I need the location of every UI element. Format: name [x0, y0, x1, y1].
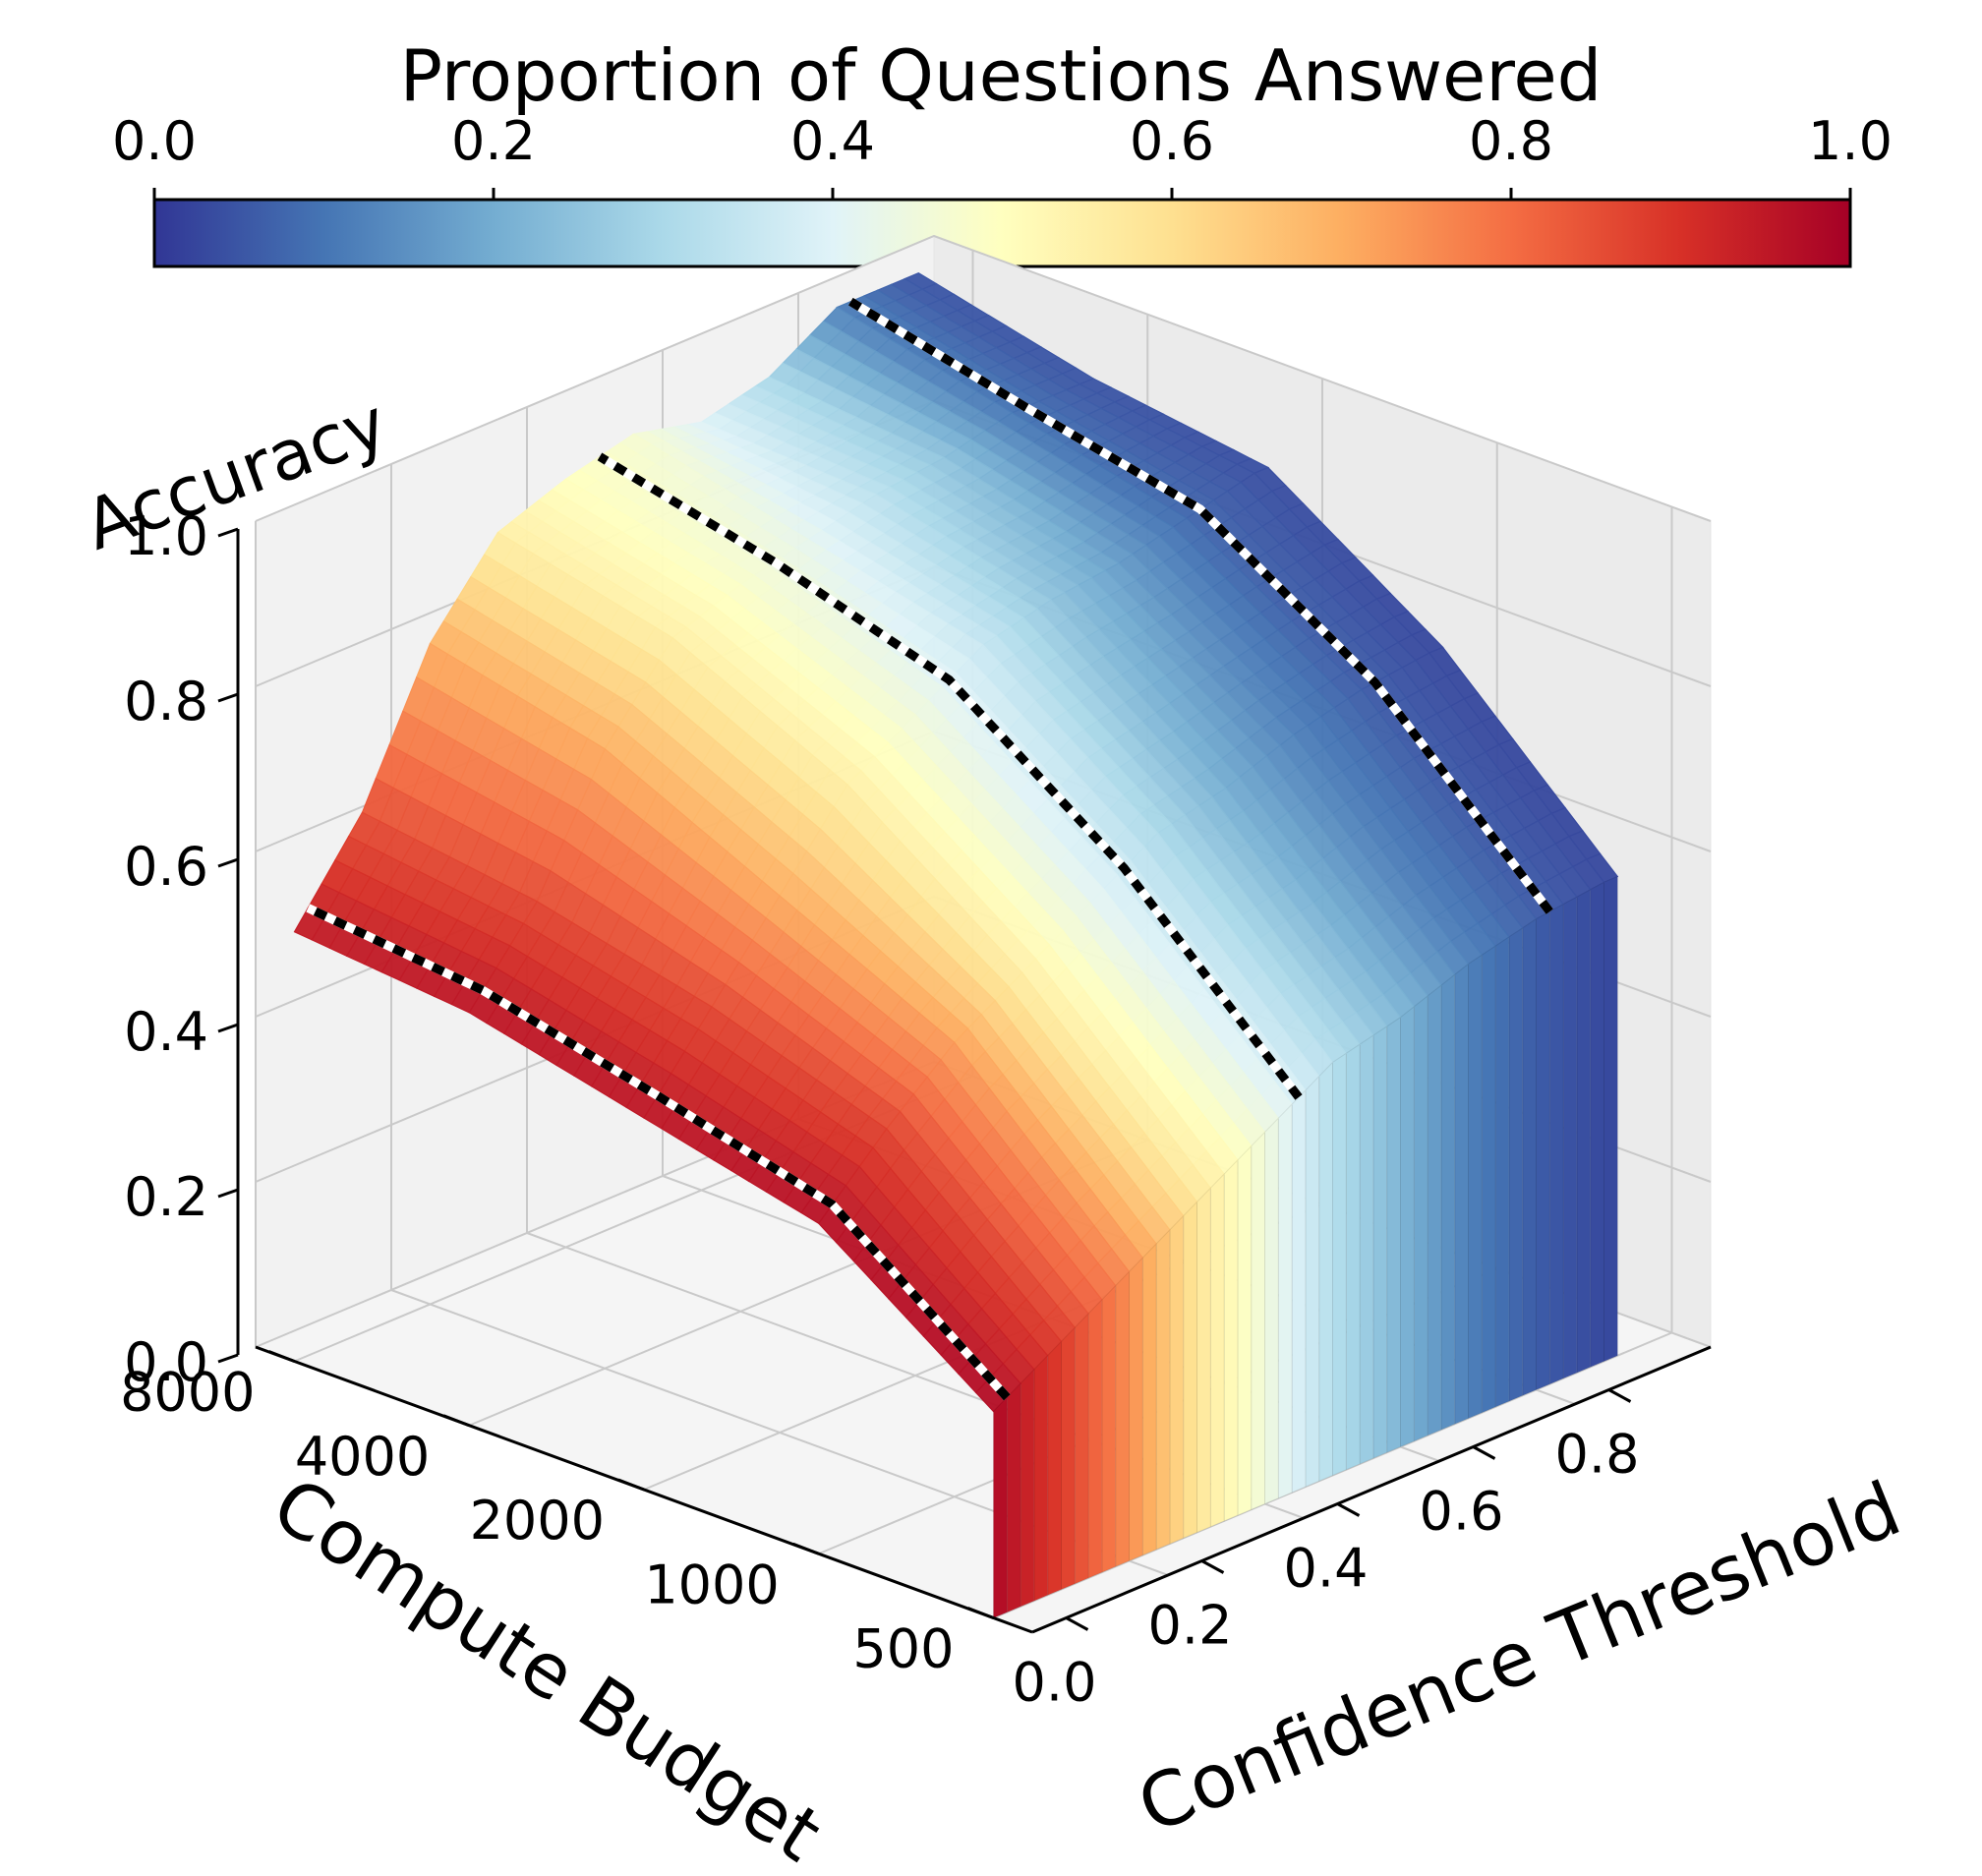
z-tick-label: 1.0 [124, 505, 208, 567]
surface-wall [1427, 984, 1442, 1436]
surface-wall [1129, 1257, 1143, 1562]
surface-wall [1047, 1340, 1062, 1597]
x-tick-label: 0.2 [1148, 1595, 1233, 1657]
surface-wall [1251, 1131, 1265, 1511]
z-tick [217, 1353, 239, 1364]
surface-wall [1494, 936, 1510, 1408]
surface-wall [1454, 963, 1469, 1426]
surface-wall [1359, 1034, 1374, 1465]
surface-wall [1277, 1102, 1293, 1499]
z-tick [217, 692, 239, 703]
x-axis-line [1031, 1345, 1712, 1634]
colorbar-tick-label: 0.8 [1469, 110, 1553, 172]
surface-wall [1264, 1117, 1279, 1505]
surface-wall [993, 1396, 1008, 1619]
surface-wall [1536, 910, 1550, 1391]
y-tick-label: 8000 [120, 1362, 255, 1424]
ridge-outlines [306, 297, 1553, 1401]
y-tick [267, 1350, 296, 1363]
surface-wall [1481, 945, 1496, 1414]
surface-wall [1332, 1052, 1347, 1477]
surface-wall [1413, 994, 1428, 1442]
x-tick [1607, 1388, 1632, 1403]
colorbar: Proportion of Questions Answered 0.0 0.2 0… [112, 34, 1893, 268]
z-tick [217, 857, 239, 868]
y-tick [617, 1478, 645, 1492]
surface-wall [1548, 903, 1564, 1385]
surface-wall [1522, 917, 1537, 1397]
surface-wall [1115, 1270, 1130, 1568]
surface-wall [1209, 1172, 1225, 1528]
y-tick-label: 500 [852, 1618, 954, 1680]
surface-wall [1386, 1016, 1401, 1454]
surface-wall [1237, 1144, 1253, 1516]
x-tick-label: 0.8 [1555, 1424, 1640, 1486]
surface-wall [1141, 1242, 1157, 1556]
x-tick [1336, 1502, 1361, 1517]
y-tick [792, 1542, 820, 1555]
y-tick [966, 1607, 995, 1619]
surface-wall [1318, 1061, 1333, 1483]
colorbar-tick-label: 1.0 [1808, 110, 1893, 172]
colorbar-fill [152, 198, 1852, 268]
y-tick-label: 2000 [470, 1490, 605, 1552]
surface-wall [1006, 1381, 1021, 1613]
z-tick [217, 527, 239, 538]
z-tick-label: 0.8 [124, 671, 208, 733]
surface-wall [1087, 1298, 1103, 1579]
surface-wall [1508, 926, 1524, 1402]
x-tick [1472, 1445, 1496, 1460]
surface-wall [1305, 1075, 1320, 1488]
surface-wall [1468, 954, 1483, 1420]
surface-wall [1400, 1005, 1415, 1448]
z-tick-label: 0.4 [124, 1001, 208, 1063]
colorbar-tick-label: 0.2 [451, 110, 536, 172]
z-tick [217, 1188, 239, 1199]
ridge-outline [597, 452, 1303, 1100]
surface-wall [1603, 875, 1618, 1363]
z-tick [217, 1023, 239, 1033]
y-tick [442, 1414, 470, 1428]
surface-wall [1183, 1201, 1197, 1540]
surface-wall [1440, 973, 1456, 1431]
surface-wall [1291, 1088, 1307, 1494]
x-tick [1200, 1559, 1225, 1574]
x-tick-label: 0.4 [1284, 1538, 1369, 1600]
z-tick-label: 0.0 [124, 1331, 208, 1393]
x-tick-label: 0.0 [1013, 1652, 1097, 1714]
surface-wall [1196, 1187, 1211, 1534]
surface-wall [1372, 1025, 1388, 1459]
axes: 0.00.20.40.60.81.050010002000400080000.0… [120, 505, 1712, 1714]
surface-wall [1101, 1284, 1117, 1573]
ridge-outline [306, 904, 1011, 1401]
x-tick-label: 0.6 [1420, 1481, 1504, 1543]
z-tick-label: 0.6 [124, 836, 208, 898]
surface-wall [1576, 888, 1592, 1374]
surface-wall [1562, 896, 1578, 1379]
colorbar-tick-label: 0.0 [112, 110, 197, 172]
surface-wall [1345, 1043, 1361, 1471]
x-tick [1065, 1616, 1089, 1631]
surface-wall [1169, 1214, 1185, 1545]
colorbar-tick-label: 0.6 [1130, 110, 1214, 172]
surface-wall [1590, 881, 1604, 1369]
surface-wall [1155, 1228, 1171, 1551]
y-tick-label: 4000 [295, 1426, 430, 1488]
colorbar-title: Proportion of Questions Answered [400, 34, 1603, 117]
z-tick-label: 0.2 [124, 1166, 208, 1228]
ridge-outline [847, 297, 1553, 914]
surface-wall [1033, 1354, 1049, 1602]
surface-wall [1223, 1158, 1239, 1522]
colorbar-ticks: 0.0 0.2 0.4 0.6 0.8 1.0 [112, 110, 1893, 200]
surface-wall [1020, 1368, 1035, 1608]
surface-wall [1074, 1312, 1089, 1585]
surface-wall [1061, 1326, 1076, 1591]
y-tick-label: 1000 [644, 1554, 779, 1615]
grid-line [255, 234, 1712, 522]
colorbar-tick-label: 0.4 [790, 110, 875, 172]
